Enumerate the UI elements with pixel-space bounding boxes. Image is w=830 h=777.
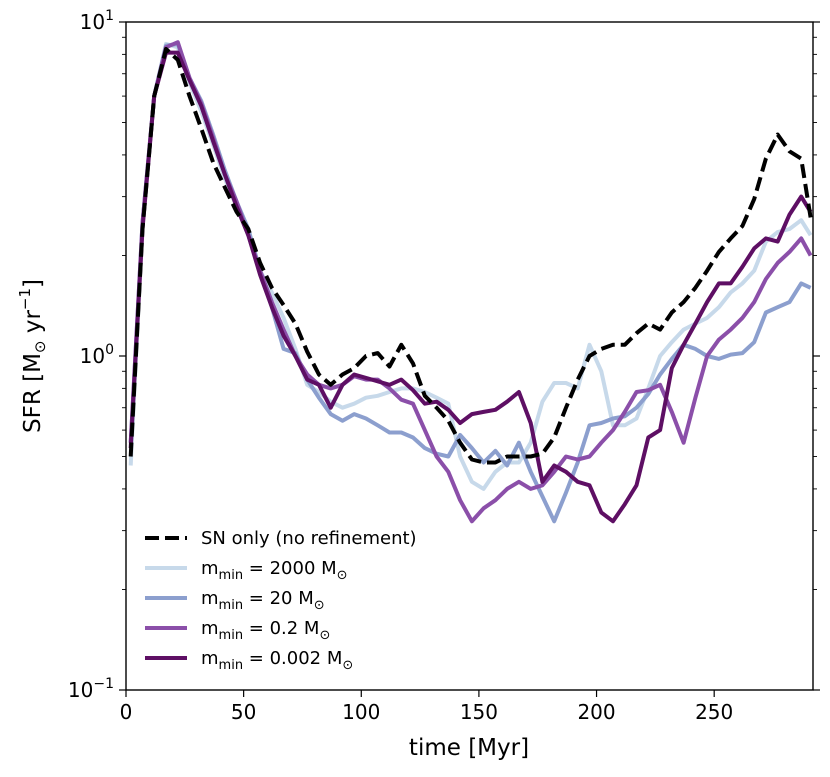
x-tick-label: 100 — [342, 700, 380, 724]
legend-label-2: mmin = 20 M⊙ — [201, 588, 325, 613]
x-tick-label: 0 — [120, 700, 133, 724]
y-axis-label-text: SFR [M⊙ yr−1] — [16, 279, 49, 433]
x-tick-label: 200 — [577, 700, 615, 724]
plot-area — [125, 21, 814, 691]
legend-label-4: mmin = 0.002 M⊙ — [201, 648, 353, 673]
legend-label-0: SN only (no refinement) — [201, 528, 417, 549]
y-tick-label: 10−1 — [68, 676, 114, 702]
legend-label-3: mmin = 0.2 M⊙ — [201, 618, 330, 643]
x-tick-label: 50 — [231, 700, 256, 724]
legend-label-1: mmin = 2000 M⊙ — [201, 558, 348, 583]
x-tick-label: 150 — [460, 700, 498, 724]
x-tick-label: 250 — [695, 700, 733, 724]
y-tick-label: 100 — [80, 342, 114, 368]
y-axis-label: SFR [M⊙ yr−1] — [16, 279, 49, 433]
x-axis: 0 50 100 150 200 250 — [120, 690, 733, 724]
x-axis-label: time [Myr] — [409, 735, 529, 761]
legend: SN only (no refinement) mmin = 2000 M⊙ mmi… — [145, 528, 417, 673]
y-tick-label: 101 — [80, 8, 114, 34]
series-layer — [128, 40, 813, 524]
y-axis: 101 100 10−1 — [68, 8, 820, 702]
series-line-0 — [128, 47, 813, 465]
